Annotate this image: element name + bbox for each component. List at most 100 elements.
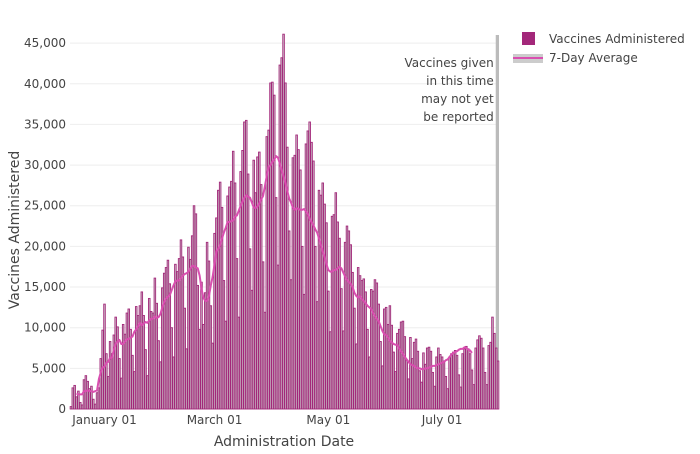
bar-day[interactable] xyxy=(317,189,321,410)
bar-day[interactable] xyxy=(241,150,244,410)
bar-day[interactable] xyxy=(231,150,235,410)
bar-day[interactable] xyxy=(409,337,412,410)
bar-day[interactable] xyxy=(82,379,86,410)
bar-day[interactable] xyxy=(299,169,302,410)
bar-day[interactable] xyxy=(328,331,332,410)
bar-day[interactable] xyxy=(274,197,278,410)
bar-day[interactable] xyxy=(455,354,459,410)
bar-day[interactable] xyxy=(452,351,455,410)
bar-day[interactable] xyxy=(383,308,386,410)
bar-day[interactable] xyxy=(343,241,347,410)
bar-day[interactable] xyxy=(196,284,200,410)
bar-day[interactable] xyxy=(134,306,138,410)
bar-day[interactable] xyxy=(368,356,371,410)
bar-day[interactable] xyxy=(459,386,462,410)
bar-day[interactable] xyxy=(347,230,351,410)
bar-day[interactable] xyxy=(282,33,285,410)
bar-day[interactable] xyxy=(481,347,485,410)
bar-day[interactable] xyxy=(476,339,479,410)
bar-day[interactable] xyxy=(304,143,308,410)
bar-day[interactable] xyxy=(407,378,410,410)
bar-day[interactable] xyxy=(310,141,313,410)
bar-day[interactable] xyxy=(248,248,252,410)
bar-day[interactable] xyxy=(120,377,123,410)
bar-day[interactable] xyxy=(302,293,306,410)
bar-day[interactable] xyxy=(394,371,397,410)
bar-day[interactable] xyxy=(97,387,101,410)
bar-day[interactable] xyxy=(332,214,336,410)
bar-day[interactable] xyxy=(450,353,453,410)
bar-day[interactable] xyxy=(73,384,76,410)
bar-day[interactable] xyxy=(338,237,341,410)
bar-day[interactable] xyxy=(442,360,446,410)
bar-day[interactable] xyxy=(79,402,82,410)
bar-day[interactable] xyxy=(136,315,140,410)
bar-day[interactable] xyxy=(287,230,291,410)
legend-item-7-day-average[interactable]: 7-Day Average xyxy=(513,51,638,65)
bar-day[interactable] xyxy=(155,302,158,410)
bar-day[interactable] xyxy=(388,305,392,410)
bar-day[interactable] xyxy=(319,194,323,410)
bar-day[interactable] xyxy=(164,267,168,410)
bar-day[interactable] xyxy=(254,192,257,410)
bar-day[interactable] xyxy=(418,370,421,410)
bar-day[interactable] xyxy=(437,347,440,410)
bar-day[interactable] xyxy=(381,365,384,410)
bar-day[interactable] xyxy=(252,159,255,410)
bar-day[interactable] xyxy=(412,341,416,410)
bar-day[interactable] xyxy=(321,182,324,410)
bar-day[interactable] xyxy=(485,384,489,410)
bar-day[interactable] xyxy=(125,312,129,410)
bar-day[interactable] xyxy=(110,353,114,410)
bar-day[interactable] xyxy=(312,160,315,410)
bar-day[interactable] xyxy=(181,256,185,410)
bar-day[interactable] xyxy=(472,384,476,410)
bar-day[interactable] xyxy=(422,352,425,410)
bar-day[interactable] xyxy=(271,81,274,410)
bar-day[interactable] xyxy=(356,267,360,410)
bar-day[interactable] xyxy=(336,221,339,410)
bar-day[interactable] xyxy=(202,323,205,410)
bar-day[interactable] xyxy=(306,130,310,410)
bar-day[interactable] xyxy=(300,245,304,410)
bar-day[interactable] xyxy=(230,180,233,410)
bar-day[interactable] xyxy=(323,203,326,410)
bar-day[interactable] xyxy=(123,333,127,410)
bar-day[interactable] xyxy=(293,154,296,410)
bar-day[interactable] xyxy=(284,82,287,410)
bar-day[interactable] xyxy=(327,290,330,410)
bar-day[interactable] xyxy=(116,326,119,410)
bar-day[interactable] xyxy=(424,363,427,410)
bar-day[interactable] xyxy=(95,392,99,410)
bar-day[interactable] xyxy=(375,282,379,410)
bar-day[interactable] xyxy=(468,353,472,410)
bar-day[interactable] xyxy=(353,307,356,410)
bar-day[interactable] xyxy=(259,184,263,410)
bar-day[interactable] xyxy=(108,341,112,410)
bar-day[interactable] xyxy=(315,301,319,410)
bar-day[interactable] xyxy=(131,354,134,410)
bar-day[interactable] xyxy=(159,361,162,410)
bar-day[interactable] xyxy=(278,64,282,410)
bar-day[interactable] xyxy=(453,350,457,410)
bar-day[interactable] xyxy=(166,259,170,410)
bar-day[interactable] xyxy=(235,258,239,410)
bar-day[interactable] xyxy=(448,356,451,410)
bar-day[interactable] xyxy=(146,375,149,410)
bar-day[interactable] xyxy=(170,327,173,410)
bar-day[interactable] xyxy=(420,381,423,410)
bar-day[interactable] xyxy=(263,311,267,410)
bar-day[interactable] xyxy=(228,186,231,410)
bar-day[interactable] xyxy=(189,258,192,410)
bar-day[interactable] xyxy=(250,289,254,410)
bar-day[interactable] xyxy=(256,156,259,410)
bar-day[interactable] xyxy=(351,271,354,410)
bar-day[interactable] xyxy=(470,369,474,410)
bar-day[interactable] xyxy=(77,390,80,410)
bar-day[interactable] xyxy=(276,264,280,410)
bar-day[interactable] xyxy=(144,349,147,410)
bar-day[interactable] xyxy=(69,406,73,410)
bar-day[interactable] xyxy=(99,358,103,410)
bar-day[interactable] xyxy=(200,281,203,410)
bar-day[interactable] xyxy=(465,345,468,410)
